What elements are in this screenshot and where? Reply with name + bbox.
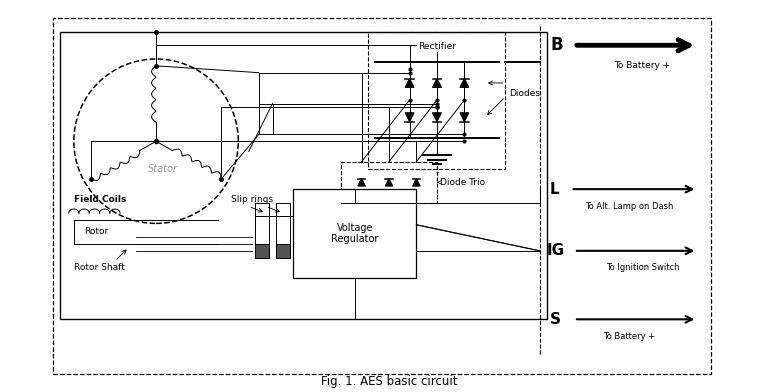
Text: Rotor: Rotor bbox=[84, 227, 108, 236]
Polygon shape bbox=[276, 244, 289, 258]
Polygon shape bbox=[255, 203, 269, 258]
Text: Rectifier: Rectifier bbox=[418, 42, 456, 51]
Text: B: B bbox=[550, 36, 562, 54]
Text: Fig. 1. AES basic circuit: Fig. 1. AES basic circuit bbox=[321, 375, 457, 388]
Text: To Alt. Lamp on Dash: To Alt. Lamp on Dash bbox=[584, 202, 673, 211]
Polygon shape bbox=[276, 203, 289, 258]
Text: To Battery +: To Battery + bbox=[603, 332, 655, 341]
Text: Voltage
Regulator: Voltage Regulator bbox=[331, 223, 378, 245]
Text: L: L bbox=[550, 181, 559, 197]
Polygon shape bbox=[385, 178, 393, 186]
Text: Diode Trio: Diode Trio bbox=[440, 178, 485, 187]
Polygon shape bbox=[358, 178, 366, 186]
Text: IG: IG bbox=[547, 243, 565, 258]
Text: To Battery +: To Battery + bbox=[615, 61, 671, 70]
Text: To Ignition Switch: To Ignition Switch bbox=[606, 263, 679, 272]
Text: Diodes: Diodes bbox=[509, 89, 540, 98]
Polygon shape bbox=[460, 78, 469, 87]
Polygon shape bbox=[405, 78, 414, 87]
Text: -: - bbox=[436, 169, 439, 178]
Polygon shape bbox=[460, 113, 469, 122]
Polygon shape bbox=[293, 189, 416, 278]
Polygon shape bbox=[405, 113, 414, 122]
Polygon shape bbox=[433, 113, 441, 122]
Text: Stator: Stator bbox=[148, 163, 178, 174]
Text: S: S bbox=[550, 312, 561, 327]
Text: Field Coils: Field Coils bbox=[74, 195, 126, 204]
Text: Slip rings: Slip rings bbox=[231, 195, 274, 204]
Polygon shape bbox=[255, 244, 269, 258]
Polygon shape bbox=[412, 178, 420, 186]
Text: Rotor Shaft: Rotor Shaft bbox=[74, 263, 124, 272]
Polygon shape bbox=[433, 78, 441, 87]
